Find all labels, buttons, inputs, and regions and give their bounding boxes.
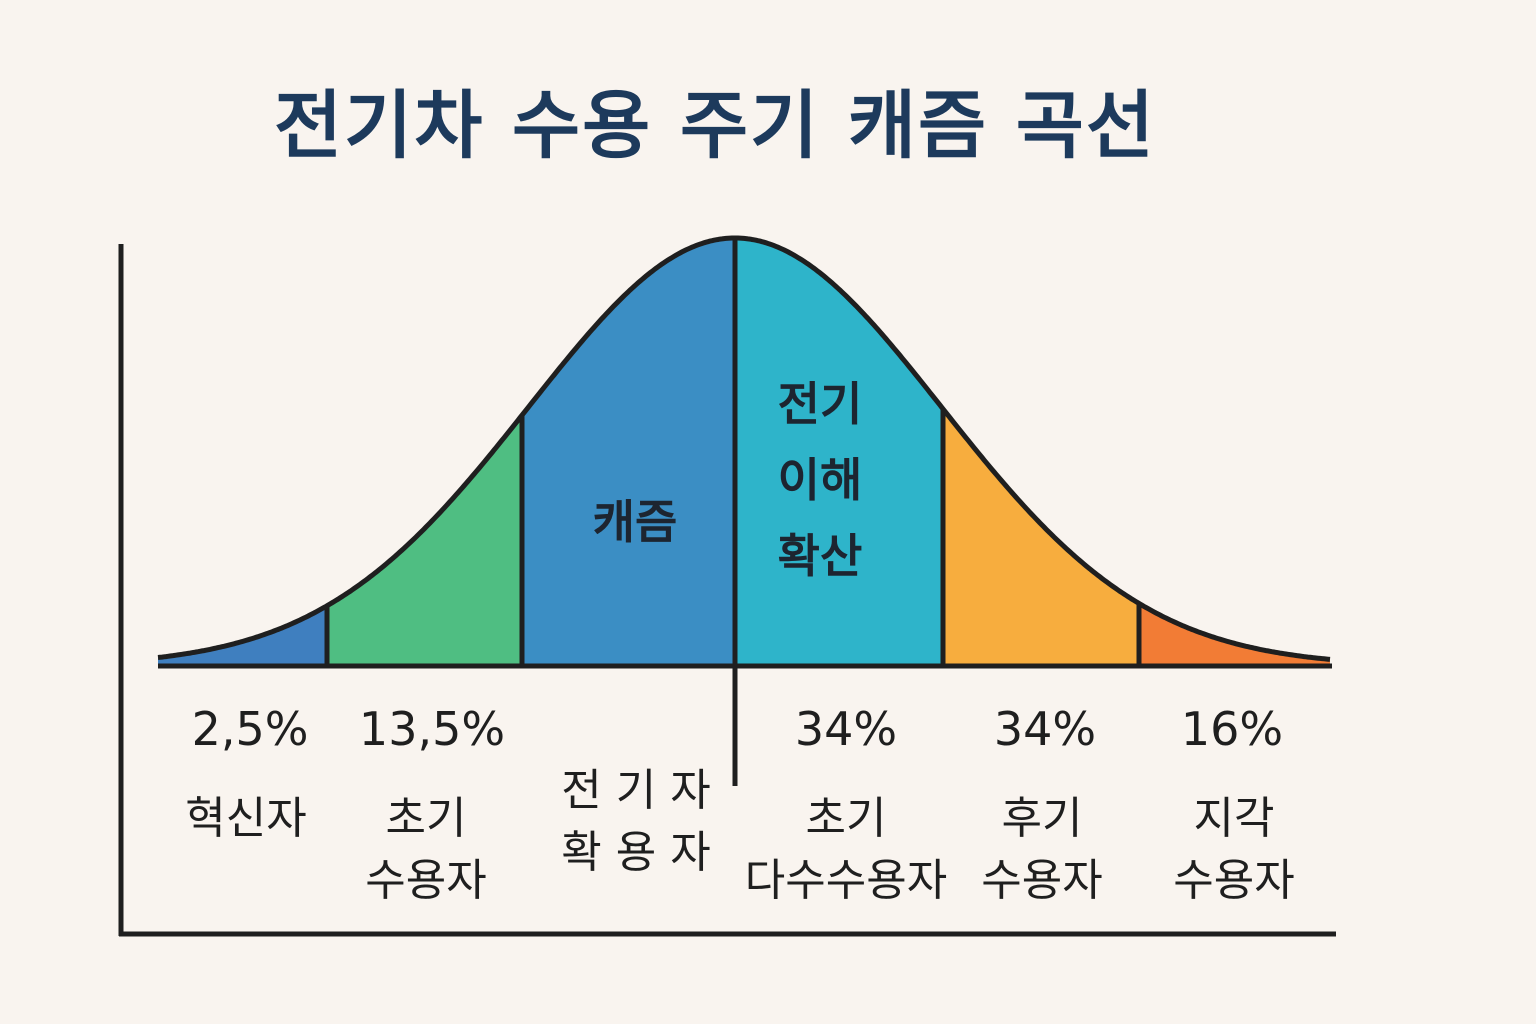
early-adopters-label: 초기 수용자 — [306, 788, 546, 912]
early-majority-label-line-1: 초기 — [805, 793, 887, 844]
laggards-region — [1139, 603, 1330, 666]
ev-understanding-line-1: 전기 — [777, 377, 863, 431]
innovators-percent: 2,5% — [191, 702, 309, 756]
bell-curve-outline — [157, 235, 1331, 662]
ev-understanding-label: 전기 이해 확산 — [760, 366, 880, 594]
early-majority-percent: 34% — [794, 702, 898, 756]
early-adopters-percent: 13,5% — [358, 702, 506, 756]
early-adopters-label-line-2: 수용자 — [365, 855, 487, 906]
laggards-label: 지각 수용자 — [1114, 788, 1354, 912]
innovators-label: 혁신자 — [126, 788, 366, 850]
ev-understanding-line-3: 확산 — [777, 529, 863, 583]
laggards-label-line-1: 지각 — [1193, 793, 1275, 844]
chasm-label-text: 캐즘 — [592, 495, 678, 549]
early-majority-label-line-2: 다수수용자 — [744, 855, 948, 906]
chasm-label: 캐즘 — [565, 484, 705, 560]
early-majority-label: 초기 다수수용자 — [726, 788, 966, 912]
innovators-label-line-1: 혁신자 — [185, 793, 307, 844]
late-majority-label-line-2: 수용자 — [981, 855, 1103, 906]
laggards-label-line-2: 수용자 — [1173, 855, 1295, 906]
ev-adopters-label: 전 기 자 확 용 자 — [516, 760, 756, 884]
ev-adopters-label-line-2: 확 용 자 — [561, 827, 711, 878]
ev-understanding-line-2: 이해 — [777, 453, 863, 507]
laggards-percent: 16% — [1180, 702, 1284, 756]
page-title: 전기차 수용 주기 캐즘 곡선 — [274, 83, 1156, 169]
late-majority-percent: 34% — [993, 702, 1097, 756]
late-majority-label-line-1: 후기 — [1001, 793, 1083, 844]
ev-adopters-label-line-1: 전 기 자 — [561, 765, 711, 816]
innovators-region — [158, 605, 327, 666]
chasm-region — [522, 238, 735, 666]
early-adopters-label-line-1: 초기 — [385, 793, 467, 844]
late-majority-label: 후기 수용자 — [922, 788, 1162, 912]
